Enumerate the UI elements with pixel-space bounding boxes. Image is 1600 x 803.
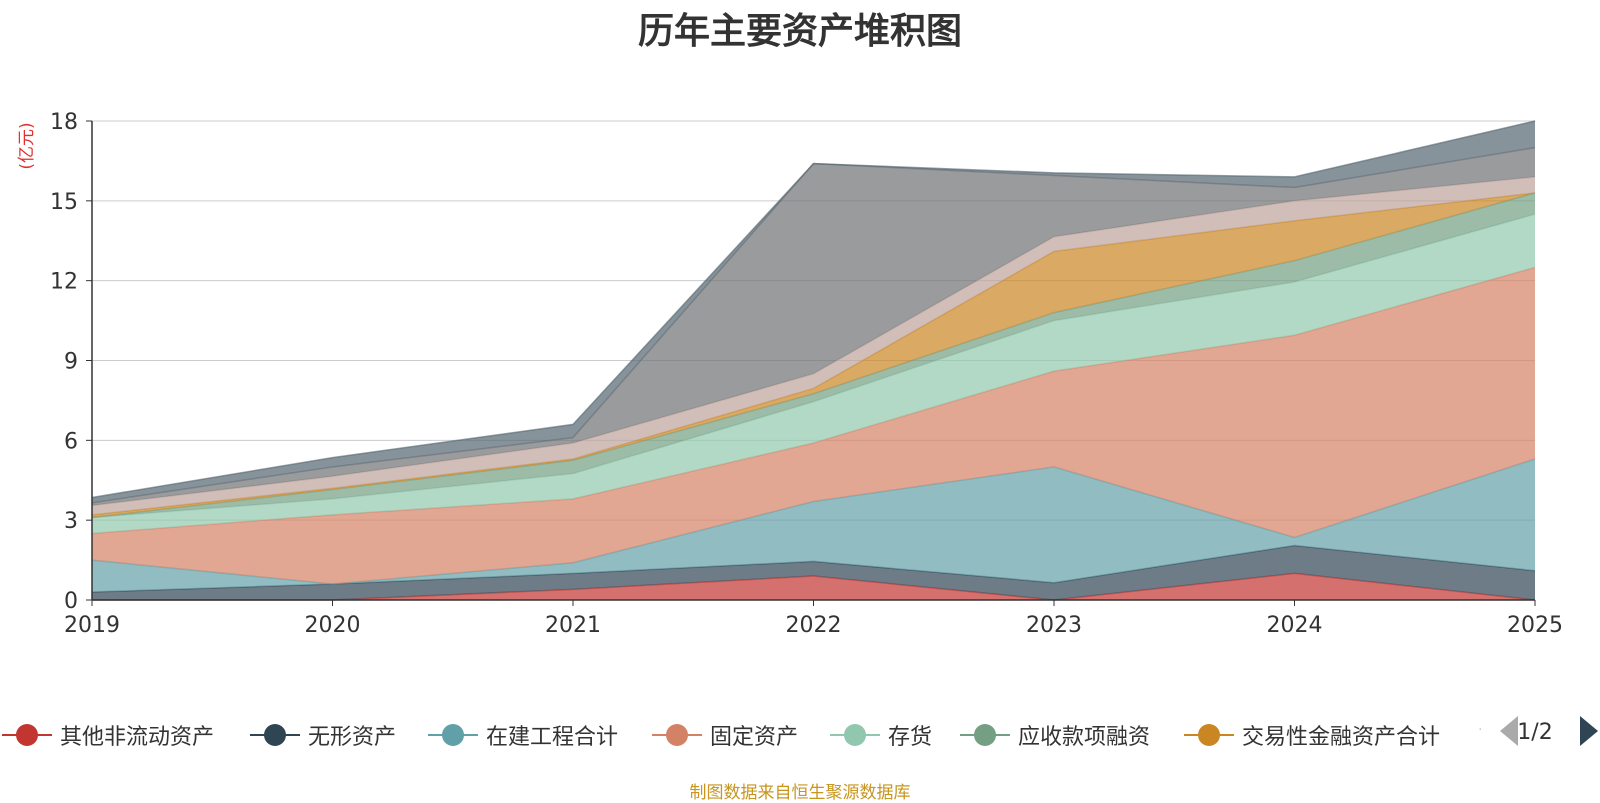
legend-item[interactable]: 交易性金融资产合计 — [1184, 718, 1440, 752]
legend-label: 交易性金融资产合计 — [1242, 725, 1441, 750]
legend-item[interactable]: 存货 — [830, 718, 932, 752]
y-tick-label: 18 — [50, 110, 78, 135]
area-series-7 — [92, 192, 1535, 518]
x-tick-label: 2024 — [1267, 613, 1323, 638]
y-tick-label: 12 — [50, 270, 78, 295]
y-tick-label: 9 — [64, 350, 78, 375]
series-line-10 — [91, 120, 1536, 499]
legend-label: 无形资产 — [308, 725, 397, 750]
legend-item[interactable]: 固定资产 — [652, 718, 798, 752]
area-series-10 — [92, 121, 1535, 503]
source-note: 制图数据来自恒生聚源数据库 — [689, 783, 911, 803]
legend-swatch-icon — [1184, 720, 1234, 750]
area-series-9 — [92, 147, 1535, 506]
y-axis-unit-label: (亿元) — [17, 122, 37, 169]
legend-label: 应收款项融资 — [1018, 725, 1151, 750]
legend-label: 存货 — [888, 725, 933, 750]
legend-item[interactable]: 无形资产 — [250, 718, 396, 752]
legend-swatch-icon — [652, 720, 702, 750]
legend-next-page-icon[interactable] — [1580, 716, 1598, 746]
legend-swatch-icon — [250, 720, 300, 750]
legend-prev-page-icon[interactable] — [1500, 716, 1518, 746]
chart-title: 历年主要资产堆积图 — [637, 11, 962, 52]
y-tick-label: 15 — [50, 190, 78, 215]
legend-swatch-icon — [2, 720, 52, 750]
legend-overflow-indicator: · — [1478, 722, 1483, 738]
x-tick-label: 2025 — [1507, 613, 1563, 638]
legend-item[interactable]: 其他非流动资产 — [2, 718, 214, 752]
x-tick-label: 2022 — [786, 613, 842, 638]
legend-label: 固定资产 — [710, 725, 799, 750]
area-series-2 — [92, 545, 1535, 600]
legend-item[interactable]: 应收款项融资 — [960, 718, 1150, 752]
legend-swatch-icon — [428, 720, 478, 750]
legend-label: 其他非流动资产 — [60, 725, 215, 750]
area-series-1 — [92, 573, 1535, 600]
legend-swatch-icon — [960, 720, 1010, 750]
x-tick-label: 2021 — [545, 613, 601, 638]
y-tick-label: 6 — [64, 429, 78, 454]
x-tick-label: 2019 — [64, 613, 120, 638]
legend-item[interactable]: 在建工程合计 — [428, 718, 618, 752]
y-tick-label: 0 — [64, 589, 78, 614]
x-tick-label: 2020 — [305, 613, 361, 638]
y-tick-label: 3 — [64, 509, 78, 534]
legend-page-indicator: 1/2 — [1517, 720, 1553, 745]
legend-swatch-icon — [830, 720, 880, 750]
legend-label: 在建工程合计 — [486, 725, 619, 750]
area-series-4 — [92, 267, 1535, 585]
x-tick-label: 2023 — [1026, 613, 1082, 638]
area-series-3 — [92, 458, 1535, 593]
